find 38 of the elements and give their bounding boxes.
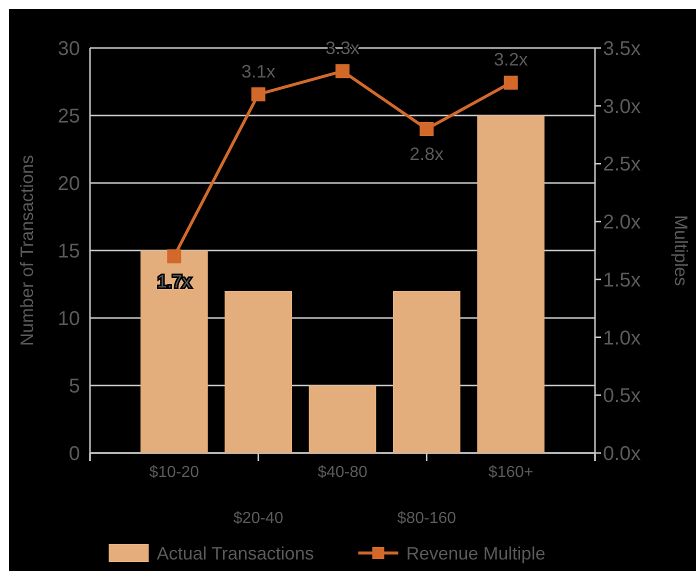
legend-label: Actual Transactions [156, 543, 314, 564]
y-tick-label: 20 [58, 173, 80, 195]
y-tick-label: 10 [58, 308, 80, 330]
y-tick-label: 0 [68, 443, 80, 465]
data-label: 3.2x [494, 50, 528, 70]
legend-label: Revenue Multiple [406, 543, 546, 564]
y-tick-label: 5 [68, 376, 80, 398]
y2-tick-label: 2.0x [603, 212, 641, 234]
y2-tick-label: 3.0x [603, 96, 641, 118]
x-tick-label: $80-160 [397, 510, 456, 527]
y2-tick-label: 2.5x [603, 154, 641, 176]
bar [308, 386, 376, 453]
y2-tick-label: 0.5x [603, 385, 641, 408]
y2-tick-label: 1.0x [603, 327, 641, 350]
y2-tick-label: 3.5x [603, 38, 641, 60]
bar [393, 291, 460, 453]
data-label: 1.7x [157, 271, 192, 292]
x-tick-label: $20-40 [233, 510, 284, 527]
y-axis-title: Number of Transactions [17, 154, 37, 346]
bar [477, 116, 544, 453]
bar [140, 250, 208, 453]
point [504, 76, 518, 90]
y2-tick-label: 1.5x [603, 269, 641, 292]
point [420, 122, 434, 136]
y2-axis-title: Multiples [671, 214, 691, 286]
data-label: 3.1x [241, 61, 276, 82]
y-tick-label: 25 [58, 106, 80, 128]
point [251, 87, 266, 102]
x-tick-label: $160+ [488, 464, 534, 481]
y2-tick-label: 0.0x [603, 443, 641, 465]
x-tick-label: $10-20 [149, 464, 200, 481]
data-label: 2.8x [410, 144, 444, 164]
x-tick-label: $40-80 [318, 464, 368, 481]
point [167, 249, 182, 264]
y-tick-label: 15 [58, 240, 80, 262]
bar [224, 291, 292, 453]
y-tick-label: 30 [58, 38, 80, 60]
point [336, 64, 350, 78]
